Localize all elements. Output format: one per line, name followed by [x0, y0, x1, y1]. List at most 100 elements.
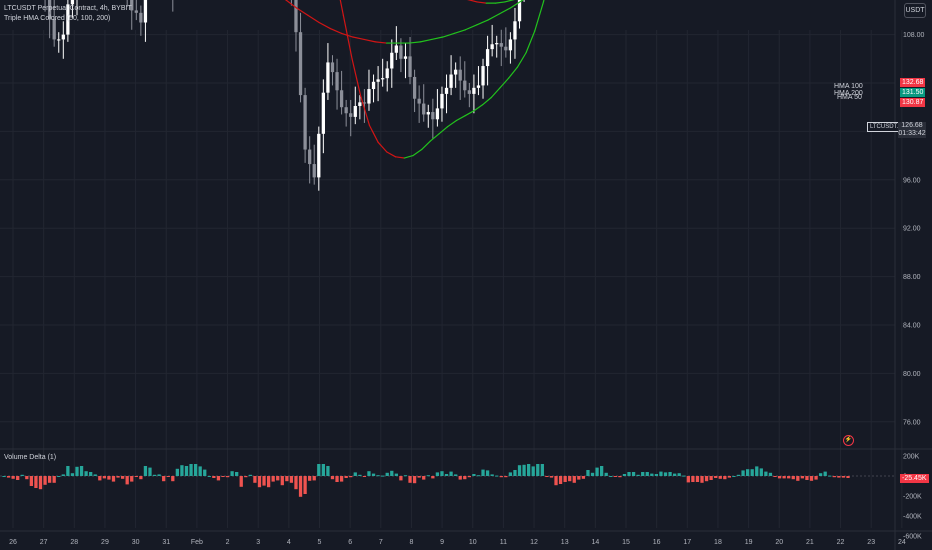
- hma200-line: [487, 13, 500, 21]
- candle-body: [499, 43, 503, 47]
- volume-bar: [107, 476, 111, 480]
- volume-bar: [704, 476, 709, 482]
- candle-body: [381, 78, 385, 80]
- volume-bar: [116, 476, 120, 478]
- x-tick-label: 22: [837, 539, 845, 546]
- currency-button[interactable]: USDT: [904, 3, 926, 18]
- candle-body: [376, 79, 380, 82]
- volume-bar: [29, 476, 34, 486]
- hma200-line: [521, 0, 524, 2]
- volume-bar: [417, 476, 421, 478]
- volume-bar: [549, 476, 554, 478]
- volume-bar: [285, 476, 289, 482]
- volume-bar: [335, 476, 339, 482]
- volume-bar: [189, 464, 193, 476]
- y-tick-label: 92.00: [903, 226, 921, 233]
- volume-bar: [700, 476, 704, 483]
- candle-body: [440, 93, 444, 109]
- candle-body: [134, 10, 138, 13]
- volume-bar: [481, 469, 485, 476]
- volume-bar: [485, 470, 490, 476]
- candle-body: [47, 0, 52, 19]
- y-tick-label: 84.00: [903, 323, 921, 330]
- hma200-line: [431, 36, 444, 41]
- hma50-line: [542, 0, 545, 3]
- hma200-line: [295, 7, 309, 16]
- x-tick-label: 31: [162, 539, 170, 546]
- x-tick-label: 13: [561, 539, 569, 546]
- last-price-box: 126.68 01:33:42: [898, 122, 926, 138]
- volume-bar: [280, 476, 284, 486]
- volume-bar: [221, 476, 225, 477]
- volume-bar: [134, 476, 138, 477]
- volume-bar: [435, 472, 440, 476]
- volume-bar: [727, 476, 732, 478]
- volume-bar: [385, 472, 389, 476]
- volume-bar: [609, 476, 613, 477]
- volume-bar: [654, 474, 659, 476]
- volume-bar: [613, 476, 617, 477]
- volume-bar: [764, 471, 768, 476]
- volume-bar: [175, 468, 180, 476]
- hma200-line: [363, 38, 376, 43]
- x-tick-label: 24: [898, 539, 906, 546]
- volume-bar: [390, 470, 394, 476]
- candle-body: [504, 46, 508, 51]
- volume-bar: [303, 476, 307, 494]
- volume-bar: [431, 476, 435, 479]
- candle-body: [66, 4, 70, 35]
- hma50-line: [403, 155, 414, 159]
- hma100-line: [476, 1, 487, 4]
- volume-bar: [57, 476, 61, 477]
- volume-bar: [289, 476, 294, 483]
- volume-bar: [828, 475, 832, 477]
- candle-body: [344, 107, 348, 114]
- volume-bar: [659, 471, 663, 476]
- candle-body: [444, 87, 449, 94]
- hma200-line: [442, 32, 455, 38]
- volume-bar: [718, 476, 722, 479]
- volume-bar: [444, 474, 449, 476]
- candle-body: [417, 98, 421, 104]
- volume-bar: [686, 476, 690, 483]
- volume-bar: [308, 476, 312, 481]
- volume-bar: [777, 476, 782, 479]
- hma200-line: [374, 41, 388, 44]
- volume-bar: [508, 472, 513, 476]
- volume-bar: [353, 472, 357, 476]
- candle-body: [371, 81, 376, 90]
- volume-bar: [645, 472, 649, 476]
- hma200-line: [498, 7, 511, 15]
- lightning-icon[interactable]: ⚡: [843, 435, 854, 446]
- indicator-title: Triple HMA Colored (50, 100, 200): [4, 15, 111, 22]
- volume-bar: [663, 472, 668, 476]
- volume-bar: [600, 466, 604, 476]
- candle-body: [335, 72, 339, 91]
- volume-bar: [586, 470, 590, 476]
- volume-bar: [358, 474, 362, 476]
- hma50-line: [499, 77, 510, 89]
- hma200-label: HMA 200: [834, 90, 863, 97]
- volume-bar: [394, 473, 398, 476]
- volume-bar: [216, 476, 221, 481]
- volume-bar: [517, 465, 522, 476]
- hma200-line: [464, 24, 478, 31]
- volume-bar: [120, 476, 125, 479]
- candle-body: [390, 52, 394, 69]
- volume-bar: [89, 472, 93, 476]
- volume-bar: [787, 476, 791, 479]
- volume-bar: [43, 476, 47, 485]
- volume-bar: [230, 471, 234, 476]
- volume-bar: [317, 464, 321, 476]
- candle-body: [326, 62, 330, 93]
- volume-bar: [20, 474, 24, 476]
- volume-bar: [572, 476, 576, 483]
- volume-bar: [832, 476, 836, 478]
- volume-bar: [504, 476, 508, 478]
- candle-body: [70, 0, 75, 5]
- hma100-line: [494, 1, 506, 4]
- volume-bar: [618, 476, 622, 478]
- x-tick-label: 16: [653, 539, 661, 546]
- candle-body: [399, 45, 403, 59]
